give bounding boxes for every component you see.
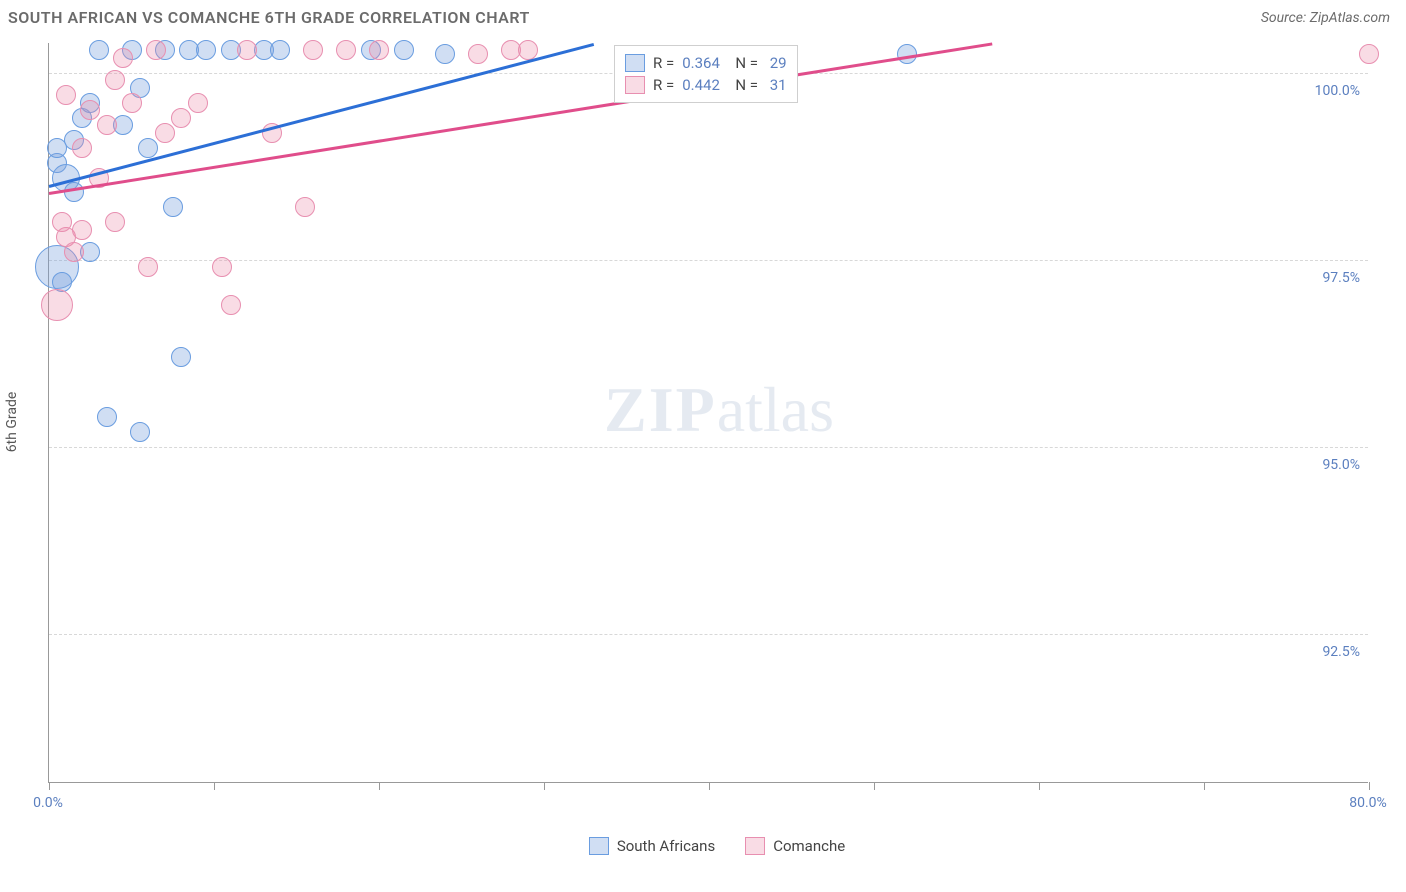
y-tick-label: 92.5% bbox=[1322, 644, 1360, 660]
legend-r-value: 0.364 bbox=[682, 54, 720, 72]
legend-swatch bbox=[625, 54, 645, 72]
scatter-point bbox=[113, 48, 133, 68]
scatter-point bbox=[163, 197, 183, 217]
legend-item: Comanche bbox=[745, 837, 845, 855]
scatter-point bbox=[130, 422, 150, 442]
y-axis-label: 6th Grade bbox=[4, 392, 20, 453]
legend-swatch bbox=[625, 76, 645, 94]
y-tick-label: 100.0% bbox=[1315, 83, 1360, 99]
scatter-point bbox=[64, 242, 84, 262]
scatter-point bbox=[138, 257, 158, 277]
scatter-point bbox=[188, 93, 208, 113]
scatter-point bbox=[47, 138, 67, 158]
scatter-point bbox=[369, 40, 389, 60]
scatter-point bbox=[56, 85, 76, 105]
chart-source: Source: ZipAtlas.com bbox=[1261, 10, 1390, 26]
scatter-point bbox=[146, 40, 166, 60]
scatter-point bbox=[270, 40, 290, 60]
legend-row: R = 0.364 N = 29 bbox=[625, 52, 787, 74]
scatter-point bbox=[212, 257, 232, 277]
scatter-point bbox=[80, 100, 100, 120]
scatter-point bbox=[97, 407, 117, 427]
legend-r-label: R = bbox=[653, 54, 674, 72]
scatter-point bbox=[295, 197, 315, 217]
scatter-point bbox=[105, 212, 125, 232]
scatter-point bbox=[105, 70, 125, 90]
scatter-point bbox=[97, 115, 117, 135]
x-tick-label: 80.0% bbox=[1349, 795, 1387, 811]
scatter-point bbox=[89, 40, 109, 60]
scatter-point bbox=[394, 40, 414, 60]
legend-n-label: N = bbox=[728, 54, 758, 72]
scatter-point bbox=[171, 347, 191, 367]
scatter-point bbox=[468, 44, 488, 64]
scatter-point bbox=[237, 40, 257, 60]
scatter-point bbox=[303, 40, 323, 60]
correlation-legend: R = 0.364 N = 29 R = 0.442 N = 31 bbox=[614, 45, 798, 103]
scatter-point bbox=[221, 295, 241, 315]
chart-title: SOUTH AFRICAN VS COMANCHE 6TH GRADE CORR… bbox=[8, 8, 530, 27]
scatter-point bbox=[52, 212, 72, 232]
scatter-point bbox=[196, 40, 216, 60]
legend-bottom: South Africans Comanche bbox=[48, 837, 1386, 855]
scatter-plot: 100.0% 97.5% 95.0% 92.5% ZIPatlas R = 0.364 N … bbox=[48, 43, 1368, 783]
legend-r-value: 0.442 bbox=[682, 76, 720, 94]
scatter-point bbox=[72, 220, 92, 240]
legend-swatch bbox=[745, 837, 765, 855]
legend-n-label: N = bbox=[728, 76, 758, 94]
scatter-point bbox=[138, 138, 158, 158]
scatter-point bbox=[336, 40, 356, 60]
legend-series-name: Comanche bbox=[773, 837, 845, 855]
scatter-point bbox=[64, 182, 84, 202]
x-tick-label: 0.0% bbox=[33, 795, 63, 811]
legend-n-value: 31 bbox=[766, 76, 787, 94]
scatter-point bbox=[171, 108, 191, 128]
chart-header: SOUTH AFRICAN VS COMANCHE 6TH GRADE CORR… bbox=[0, 0, 1406, 35]
scatter-point bbox=[1359, 44, 1379, 64]
scatter-point bbox=[122, 93, 142, 113]
legend-r-label: R = bbox=[653, 76, 674, 94]
y-tick-label: 95.0% bbox=[1322, 457, 1360, 473]
legend-item: South Africans bbox=[589, 837, 715, 855]
legend-n-value: 29 bbox=[766, 54, 787, 72]
watermark: ZIPatlas bbox=[604, 373, 834, 447]
legend-swatch bbox=[589, 837, 609, 855]
y-tick-label: 97.5% bbox=[1322, 270, 1360, 286]
x-tick-labels: 0.0%80.0% bbox=[48, 783, 1386, 807]
scatter-point bbox=[435, 44, 455, 64]
scatter-point bbox=[72, 138, 92, 158]
legend-series-name: South Africans bbox=[617, 837, 715, 855]
scatter-point bbox=[155, 123, 175, 143]
gridline-h bbox=[49, 447, 1368, 448]
chart-container: 100.0% 97.5% 95.0% 92.5% ZIPatlas R = 0.364 N … bbox=[48, 43, 1386, 855]
gridline-h bbox=[49, 260, 1368, 261]
legend-row: R = 0.442 N = 31 bbox=[625, 74, 787, 96]
gridline-h bbox=[49, 634, 1368, 635]
scatter-point bbox=[41, 289, 73, 321]
